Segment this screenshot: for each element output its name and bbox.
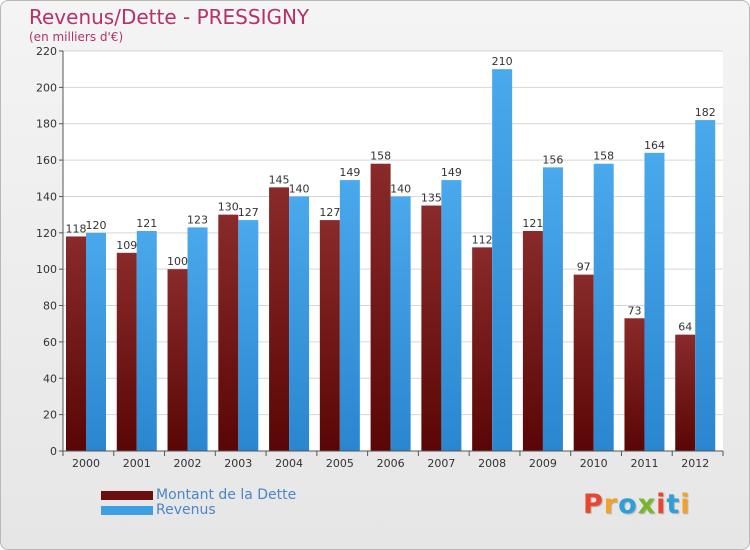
bar-value-label: 145 [269,173,290,186]
logo-letter: P [583,489,604,520]
bar-debt [116,252,137,451]
bar-debt [218,214,239,451]
bar-revenus [289,196,310,451]
bar-value-label: 182 [695,106,716,119]
bar-value-label: 73 [627,304,641,317]
bar-debt [370,163,391,451]
x-tick-label: 2001 [123,457,151,470]
chart-title: Revenus/Dette - PRESSIGNY [29,5,310,29]
bar-value-label: 158 [370,150,391,163]
bar-revenus [238,220,259,451]
bar-revenus [542,167,563,451]
bar-debt [319,220,340,451]
y-tick-label: 160 [36,154,57,167]
legend-label-debt: Montant de la Dette [156,487,297,503]
bar-revenus [593,163,614,451]
logo-letter: i [656,489,667,520]
bar-value-label: 140 [289,182,310,195]
bar-debt [167,269,188,451]
bar-value-label: 121 [136,217,157,230]
x-tick-label: 2003 [224,457,252,470]
x-axis: 2000 2001 2002 2003 2004 2005 2006 2007 2008 2009… [62,450,724,470]
bar-value-label: 120 [86,219,107,232]
y-tick-label: 120 [36,227,57,240]
y-tick-label: 140 [36,190,57,203]
legend-label-revenus: Revenus [156,502,216,518]
bar-value-label: 109 [116,239,137,252]
bar-debt [421,205,442,451]
bar-value-label: 149 [441,166,462,179]
y-tick-label: 220 [36,45,57,58]
x-tick-label: 2005 [326,457,354,470]
x-tick-label: 2000 [72,457,100,470]
legend-swatch-debt [101,491,153,500]
bar-value-label: 127 [238,206,259,219]
y-tick-label: 200 [36,81,57,94]
legend-swatch-revenus [101,506,153,515]
y-tick-label: 60 [43,336,57,349]
bar-value-label: 130 [218,201,239,214]
bar-value-label: 149 [339,166,360,179]
y-tick-label: 100 [36,263,57,276]
bar-debt [573,274,594,451]
bar-revenus [136,231,157,451]
bar-revenus [492,69,513,451]
bar-debt [522,231,543,451]
x-tick-label: 2009 [529,457,557,470]
bar-value-label: 158 [593,150,614,163]
bar-debt [624,318,645,451]
bar-revenus [86,232,106,451]
bar-value-label: 127 [319,206,340,219]
bar-value-label: 140 [390,182,411,195]
bar-value-label: 97 [577,261,591,274]
y-tick-label: 0 [50,445,57,458]
chart-subtitle: (en milliers d'€) [29,30,124,44]
bar-value-label: 210 [492,55,513,68]
y-tick-label: 40 [43,372,57,385]
x-tick-label: 2008 [478,457,506,470]
x-tick-label: 2007 [427,457,455,470]
x-tick-label: 2002 [174,457,202,470]
bar-value-label: 123 [187,213,208,226]
logo-letter: r [603,489,619,520]
bar-revenus [390,196,411,451]
y-tick-label: 80 [43,300,57,313]
x-tick-label: 2004 [275,457,303,470]
x-tick-label: 2006 [377,457,405,470]
y-axis: 0 20 40 60 80 100 120 140 160 180 200 220 [36,45,64,458]
bar-revenus [339,180,360,451]
logo-letter: i [680,489,691,520]
bar-debt [675,334,696,451]
bar-value-label: 112 [472,233,493,246]
bar-revenus [187,227,208,451]
bar-value-label: 156 [542,153,563,166]
bar-debt [66,236,86,451]
proxiti-logo: Proxiti [583,489,691,520]
bar-value-label: 164 [644,139,665,152]
y-tick-label: 20 [43,409,57,422]
logo-letter: t [666,489,681,520]
bar-revenus [441,180,462,451]
bar-debt [269,187,290,451]
bar-value-label: 121 [522,217,543,230]
bar-debt [472,247,493,451]
x-tick-label: 2012 [681,457,709,470]
x-tick-label: 2010 [580,457,608,470]
bar-value-label: 135 [421,192,442,205]
y-tick-label: 180 [36,118,57,131]
bar-value-label: 100 [167,255,188,268]
x-tick-label: 2011 [630,457,658,470]
bar-revenus [695,120,716,451]
bar-value-label: 64 [678,321,692,334]
logo-letter: x [637,489,657,520]
bar-revenus [644,152,665,451]
logo-letter: o [618,489,638,520]
bar-value-label: 118 [66,222,87,235]
